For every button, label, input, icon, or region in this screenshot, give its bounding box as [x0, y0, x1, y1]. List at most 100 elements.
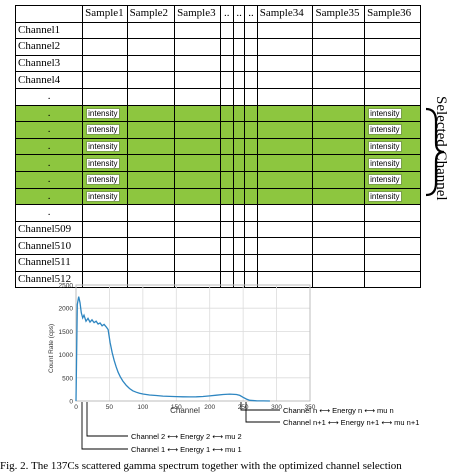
table-cell: intensity	[82, 170, 128, 189]
table-cell	[232, 237, 246, 255]
y-tick-label: 1000	[59, 352, 74, 359]
table-cell	[126, 154, 176, 172]
table-cell	[232, 170, 246, 189]
table-row: Channel4	[14, 71, 421, 89]
table-cell	[256, 154, 314, 172]
table-row: . intensity intensity	[14, 104, 421, 123]
table-cell	[82, 54, 128, 73]
table-row: Channel510	[14, 237, 421, 255]
x-tick-label: 350	[305, 404, 316, 411]
table-cell	[82, 237, 128, 255]
table-cell	[232, 270, 246, 289]
x-tick-label: 300	[271, 404, 282, 411]
table-header-row: Sample1 Sample2 Sample3...... Sample34 Sampl…	[14, 5, 421, 23]
table-cell	[312, 104, 366, 123]
table-row: . intensity intensity	[14, 170, 421, 189]
intensity-label: intensity	[86, 190, 120, 202]
table-cell	[219, 220, 234, 239]
table-cell	[219, 21, 234, 40]
y-tick-label: 500	[62, 375, 73, 382]
y-tick-labels: 0 500 1000 1500 2000 2500	[59, 283, 74, 406]
table-cell: intensity	[364, 137, 421, 156]
table-cell	[174, 54, 221, 73]
table-cell	[256, 253, 314, 272]
table-cell	[174, 21, 221, 40]
table-cell	[126, 54, 176, 73]
table-cell	[312, 204, 366, 222]
table-cell	[244, 38, 258, 56]
table-cell	[219, 237, 234, 255]
table-cell	[82, 253, 128, 272]
annotation-channel-n: Channel n ⟷ Energy n ⟷ mu n	[283, 406, 394, 415]
column-header: Sample1	[82, 5, 128, 23]
row-label: Channel509	[14, 220, 84, 239]
x-tick-label: 250	[238, 404, 249, 411]
table-cell	[256, 87, 314, 106]
annotation-channel-2: Channel 2 ⟷ Energy 2 ⟷ mu 2	[131, 432, 242, 441]
table-cell	[256, 204, 314, 222]
table-cell	[174, 237, 221, 255]
table-cell	[312, 87, 366, 106]
table-cell	[82, 87, 128, 106]
row-label: .	[14, 170, 84, 189]
table-cell	[126, 104, 176, 123]
column-header: Sample2	[126, 5, 176, 23]
table-cell: intensity	[364, 187, 421, 206]
column-header: Sample35	[312, 5, 366, 23]
spectrum-line	[75, 296, 270, 402]
table-cell	[126, 21, 176, 40]
table-cell	[232, 204, 246, 222]
table-cell	[232, 71, 246, 89]
table-cell	[219, 137, 234, 156]
table-cell	[174, 38, 221, 56]
table-cell: intensity	[82, 187, 128, 206]
table-cell	[256, 237, 314, 255]
table-cell	[256, 270, 314, 289]
figure-caption: Fig. 2. The 137Cs scattered gamma spectr…	[0, 460, 402, 472]
table-cell	[232, 187, 246, 206]
table-cell	[174, 204, 221, 222]
column-header: Sample36	[364, 5, 421, 23]
table-cell: intensity	[82, 154, 128, 172]
table-row: Channel512	[14, 270, 421, 289]
row-label: .	[14, 154, 84, 172]
table-cell	[256, 187, 314, 206]
table-cell	[174, 87, 221, 106]
table-cell	[219, 253, 234, 272]
intensity-label: intensity	[368, 157, 402, 169]
table-cell	[174, 253, 221, 272]
table-row: . intensity intensity	[14, 187, 421, 206]
table-cell	[256, 71, 314, 89]
table-cell	[244, 154, 258, 172]
row-label: Channel512	[14, 270, 84, 289]
table-row: Channel3	[14, 54, 421, 73]
table-cell	[82, 38, 128, 56]
column-header: ..	[219, 5, 234, 23]
table-cell	[312, 187, 366, 206]
table-cell	[256, 54, 314, 73]
table-cell	[126, 87, 176, 106]
selected-channel-brace	[425, 107, 445, 197]
table-cell	[256, 170, 314, 189]
table-cell	[312, 21, 366, 40]
intensity-label: intensity	[368, 141, 402, 153]
y-tick-label: 2000	[59, 306, 74, 313]
table-cell	[219, 154, 234, 172]
table-cell	[312, 38, 366, 56]
x-tick-label: 0	[74, 404, 78, 411]
table-cell	[126, 38, 176, 56]
annotation-channel-n1: Channel n+1 ⟷ Energy n+1 ⟷ mu n+1	[283, 418, 419, 427]
intensity-label: intensity	[86, 141, 120, 153]
table-cell	[312, 54, 366, 73]
table-cell	[244, 121, 258, 139]
table-cell	[232, 38, 246, 56]
table-cell: intensity	[364, 154, 421, 172]
intensity-label: intensity	[368, 190, 402, 202]
table-cell	[174, 154, 221, 172]
x-tick-label: 50	[106, 404, 114, 411]
table-cell	[256, 121, 314, 139]
table-cell: intensity	[82, 121, 128, 139]
row-label: Channel2	[14, 38, 84, 56]
table-cell	[126, 170, 176, 189]
table-cell	[174, 170, 221, 189]
